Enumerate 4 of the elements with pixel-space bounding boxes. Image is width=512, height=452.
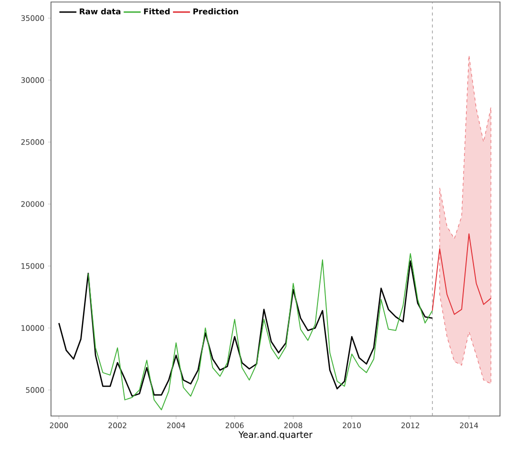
line-series xyxy=(88,253,433,410)
line-series xyxy=(58,260,433,397)
line-series xyxy=(432,233,492,315)
x-axis-title: Year.and.quarter xyxy=(238,431,313,440)
